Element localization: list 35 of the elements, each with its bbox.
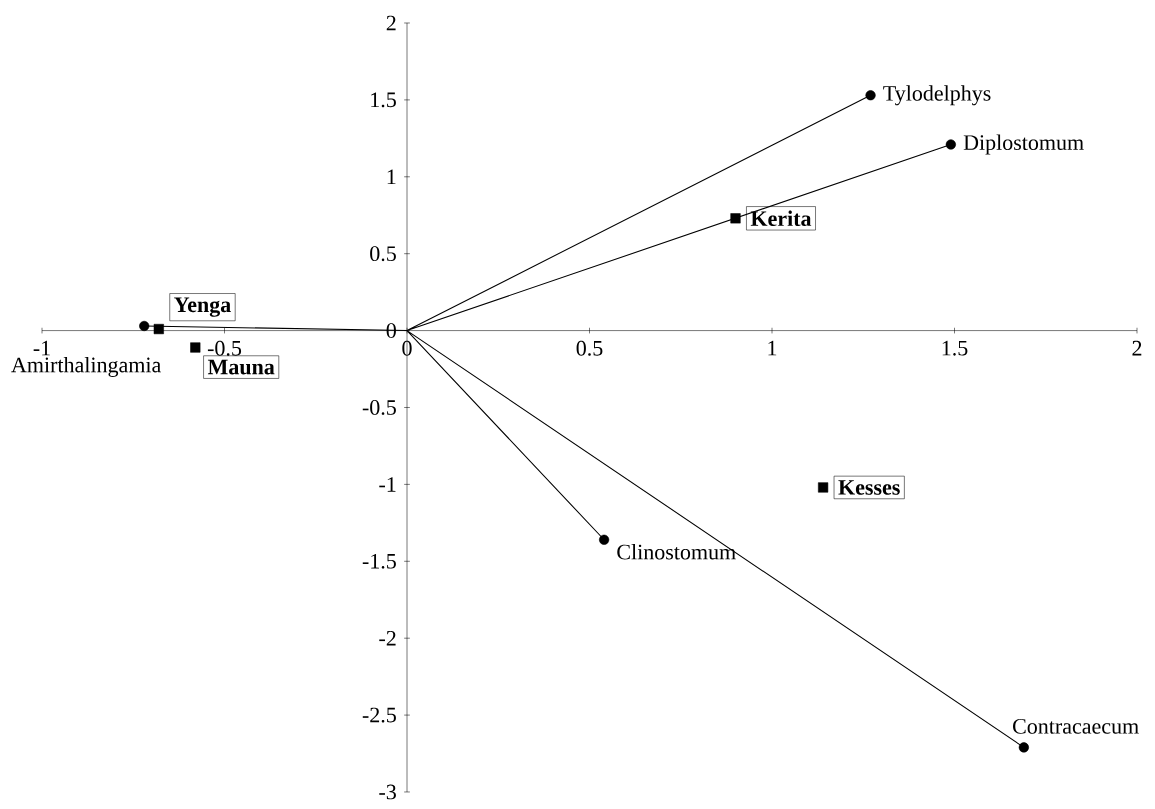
x-tick-label: 1 — [768, 340, 777, 356]
y-tick-label: -2.5 — [362, 707, 396, 723]
y-tick-label: 1 — [387, 169, 396, 185]
annotation: Tylodelphys — [883, 85, 991, 106]
point — [1018, 742, 1029, 753]
annotation: Kerita — [750, 210, 812, 227]
annotation: Kesses — [838, 480, 900, 495]
y-tick-label: 0.5 — [370, 246, 396, 262]
point — [153, 323, 164, 335]
annotation: Yenga — [174, 297, 231, 317]
x-tick-label: 2 — [1132, 340, 1142, 356]
point — [730, 213, 741, 224]
point — [818, 482, 829, 493]
x-tick-label: -0.5 — [207, 340, 242, 356]
annotation: Mauna — [207, 359, 275, 375]
x-tick-label: -1 — [33, 340, 50, 356]
annotation: Amirthalingamia — [11, 356, 162, 377]
x-tick-label: 0.5 — [576, 340, 603, 356]
point — [190, 342, 201, 353]
y-tick-label: -3 — [379, 784, 396, 800]
y-tick-label: -1.5 — [362, 553, 396, 569]
x-tick-label: 0 — [402, 340, 412, 356]
point — [865, 90, 876, 101]
y-tick-label: -0.5 — [362, 400, 396, 415]
y-tick-label: 1.5 — [371, 92, 396, 108]
y-tick-label: -1 — [379, 477, 396, 492]
y-tick-label: -2 — [379, 630, 396, 646]
y-tick-label: 2 — [386, 15, 396, 31]
point — [139, 320, 150, 332]
point — [945, 139, 956, 150]
point — [599, 534, 610, 545]
annotation: Diplostomum — [963, 134, 1084, 155]
annotation: Contracaecum — [1013, 718, 1139, 734]
x-tick-label: 1.5 — [942, 340, 968, 356]
annotation: Clinostomum — [617, 544, 736, 560]
